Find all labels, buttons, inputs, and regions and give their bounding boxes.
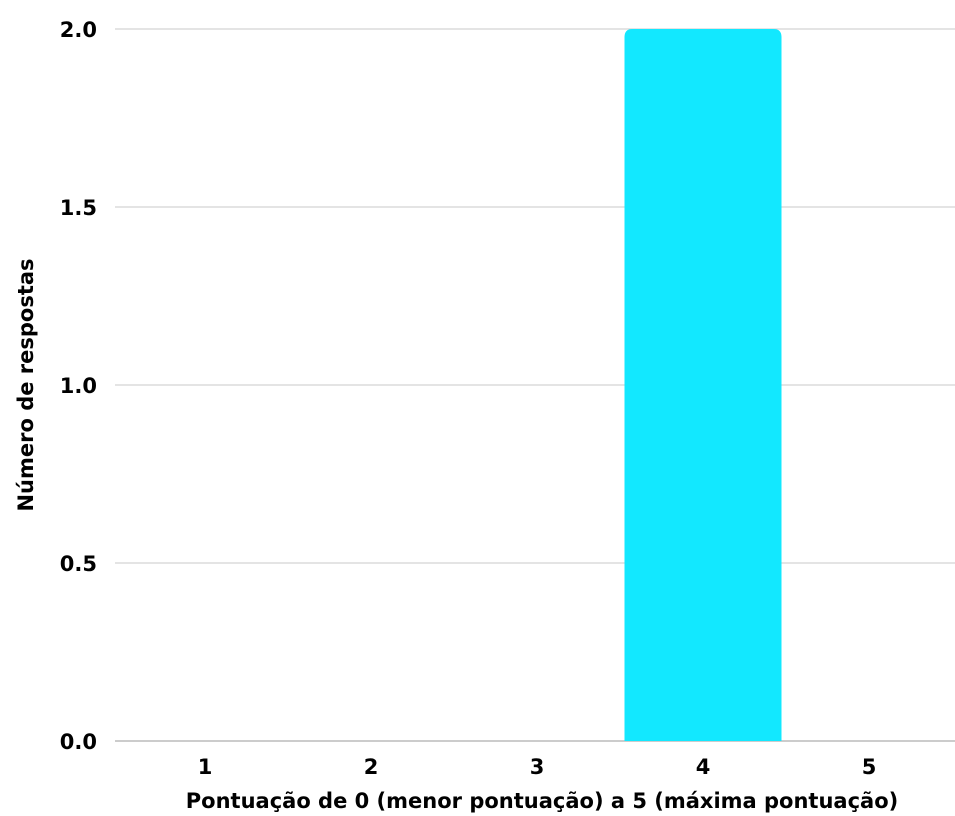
- y-tick-label: 0.5: [60, 552, 97, 576]
- x-tick-labels: 1 2 3 4 5: [198, 755, 877, 779]
- x-tick-label: 5: [862, 755, 877, 779]
- x-axis-title: Pontuação de 0 (menor pontuação) a 5 (má…: [186, 789, 898, 813]
- y-tick-label: 1.5: [60, 196, 97, 220]
- x-tick-label: 3: [530, 755, 545, 779]
- x-tick-label: 2: [364, 755, 379, 779]
- gridlines: [115, 28, 955, 742]
- bars: [624, 29, 782, 741]
- y-tick-label: 0.0: [60, 730, 97, 754]
- y-tick-label: 2.0: [60, 18, 97, 42]
- y-axis-title: Número de respostas: [14, 258, 38, 511]
- x-tick-label: 1: [198, 755, 213, 779]
- y-tick-labels: 0.0 0.5 1.0 1.5 2.0: [60, 18, 97, 754]
- y-tick-label: 1.0: [60, 374, 97, 398]
- bar-4: [624, 29, 782, 741]
- x-tick-label: 4: [696, 755, 711, 779]
